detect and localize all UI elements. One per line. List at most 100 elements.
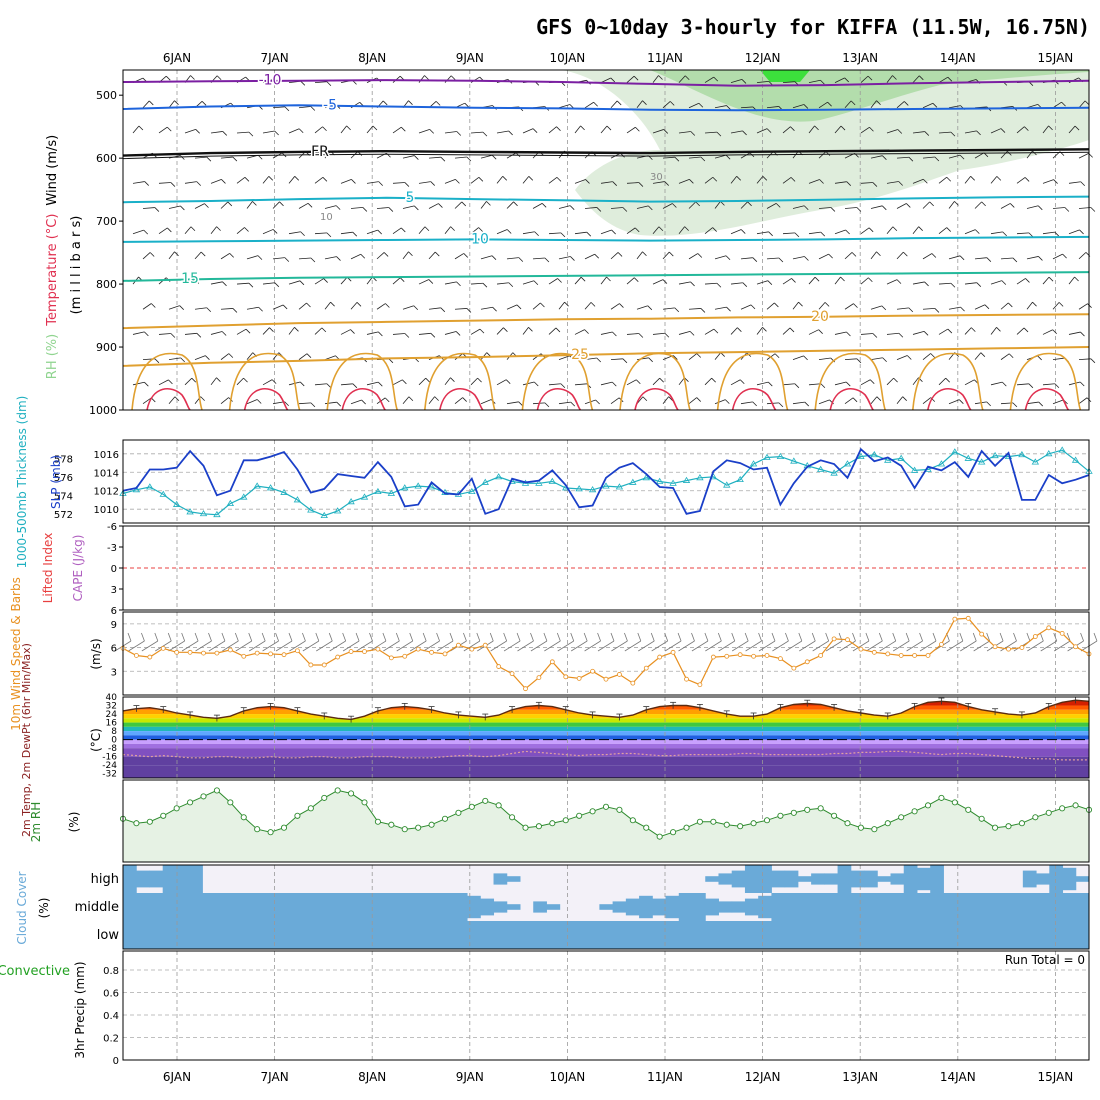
wind-barb [792, 104, 805, 109]
y-tick-label: 900 [96, 341, 117, 354]
wind-barb-feather [919, 75, 924, 81]
cloud-bar [175, 921, 190, 949]
wind-barb [548, 278, 558, 285]
wind-barb-feather [1048, 276, 1054, 282]
wind-barb [896, 156, 909, 159]
wind-barb [324, 355, 336, 361]
wind-barb [714, 105, 727, 109]
wind-barb [1078, 397, 1088, 405]
wind10m-barb-feather [731, 632, 736, 642]
wind-barb-feather [1000, 128, 1006, 133]
wind-barb-feather [876, 251, 881, 257]
y-tick-label: 500 [96, 89, 117, 102]
wind-barb [730, 79, 743, 83]
wind-barb-feather [794, 232, 800, 238]
wind-barb [1068, 381, 1081, 386]
thickness-point [588, 486, 597, 493]
cloud-bar [1009, 893, 1024, 921]
wind-barb [168, 100, 175, 109]
cloud-bar [890, 921, 905, 949]
cloud-bar [493, 873, 508, 885]
wind-barb-feather [902, 396, 907, 401]
thickness-point [535, 479, 543, 486]
wind10m-barb-feather [878, 632, 883, 642]
wind-barb [418, 226, 426, 234]
cloud-bar [784, 893, 799, 921]
wind-barb [912, 377, 919, 386]
wind-barb [912, 226, 919, 234]
wind-barb-feather [479, 328, 485, 334]
wind-barb [418, 129, 430, 134]
wind-barb [922, 156, 935, 159]
rh2m-point [911, 808, 918, 815]
wind-barb [818, 101, 828, 109]
rh2m-point [723, 821, 730, 828]
wind10m-barb-feather [261, 632, 266, 642]
wind10m-point [469, 646, 475, 652]
wind-barb [168, 396, 176, 404]
cloud-bar [983, 921, 997, 949]
wind10m-barb [611, 640, 628, 652]
wind-barb [142, 100, 150, 109]
isotherm-loop-25 [619, 352, 691, 411]
wind-barb-feather [830, 207, 836, 212]
rh2m-point [173, 805, 180, 812]
wind-barb-feather [669, 101, 675, 106]
wind-barb [376, 303, 386, 310]
wind-barb-feather [662, 279, 668, 284]
y-axis-label-upper: RH (%)Temperature (°C)Wind (m/s) [45, 135, 60, 379]
cloud-bar [400, 921, 415, 949]
wind-barb [314, 177, 324, 184]
thickness-point [816, 465, 825, 472]
cloud-bar [175, 893, 190, 921]
wind-barb-feather [766, 128, 772, 133]
wind-barb [818, 399, 830, 405]
y-tick-label-thickness: 578 [54, 454, 73, 465]
wind-barb-feather [712, 227, 717, 232]
wind-barb [324, 301, 331, 310]
rh2m-point [602, 803, 610, 810]
cloud-bar [1075, 893, 1090, 921]
cloud-bar [295, 921, 309, 949]
cloud-bar [652, 898, 667, 916]
wind-barb [636, 100, 643, 109]
wind-barb-feather [306, 302, 311, 308]
wind-barb [298, 106, 311, 109]
wind10m-barb [329, 640, 346, 652]
cloud-bar [162, 893, 177, 921]
y-tick-label: 0.4 [103, 1011, 119, 1022]
wind-barb [418, 377, 427, 386]
wind-barb-feather [243, 377, 248, 383]
wind-barb-feather [663, 129, 669, 134]
wind-barb-feather [205, 355, 210, 360]
rh2m-point [334, 787, 341, 794]
wind-barb [314, 232, 327, 235]
rh2m-point [160, 812, 167, 819]
wind-barb [454, 308, 467, 310]
wind-barb [870, 205, 883, 209]
wind-barb [210, 281, 223, 285]
wind-barb [1026, 150, 1033, 159]
cloud-bar [771, 870, 786, 888]
wind10m-point [979, 631, 985, 637]
cloud-bar [731, 921, 746, 949]
wind-barb-feather [726, 306, 731, 312]
wind-barb-feather [154, 207, 160, 212]
wind-barb-feather [486, 201, 491, 206]
wind-barb-feather [1064, 207, 1070, 212]
wind10m-barb-feather [677, 632, 682, 642]
wind-barb-feather [534, 231, 539, 237]
cloud-bar [599, 904, 614, 910]
wind-barb [938, 176, 947, 184]
wind-barb [896, 203, 907, 209]
panel-frame [122, 696, 1090, 779]
wind-barb [480, 306, 493, 310]
wind-barb-feather [307, 203, 313, 208]
wind-barb-feather [244, 227, 249, 232]
wind10m-barb [383, 640, 400, 652]
wind-barb [366, 229, 378, 235]
wind-barb-feather [430, 333, 436, 338]
date-label-bottom: 14JAN [940, 1070, 976, 1084]
wind-barb-feather [820, 231, 826, 237]
wind-barb [948, 154, 961, 159]
